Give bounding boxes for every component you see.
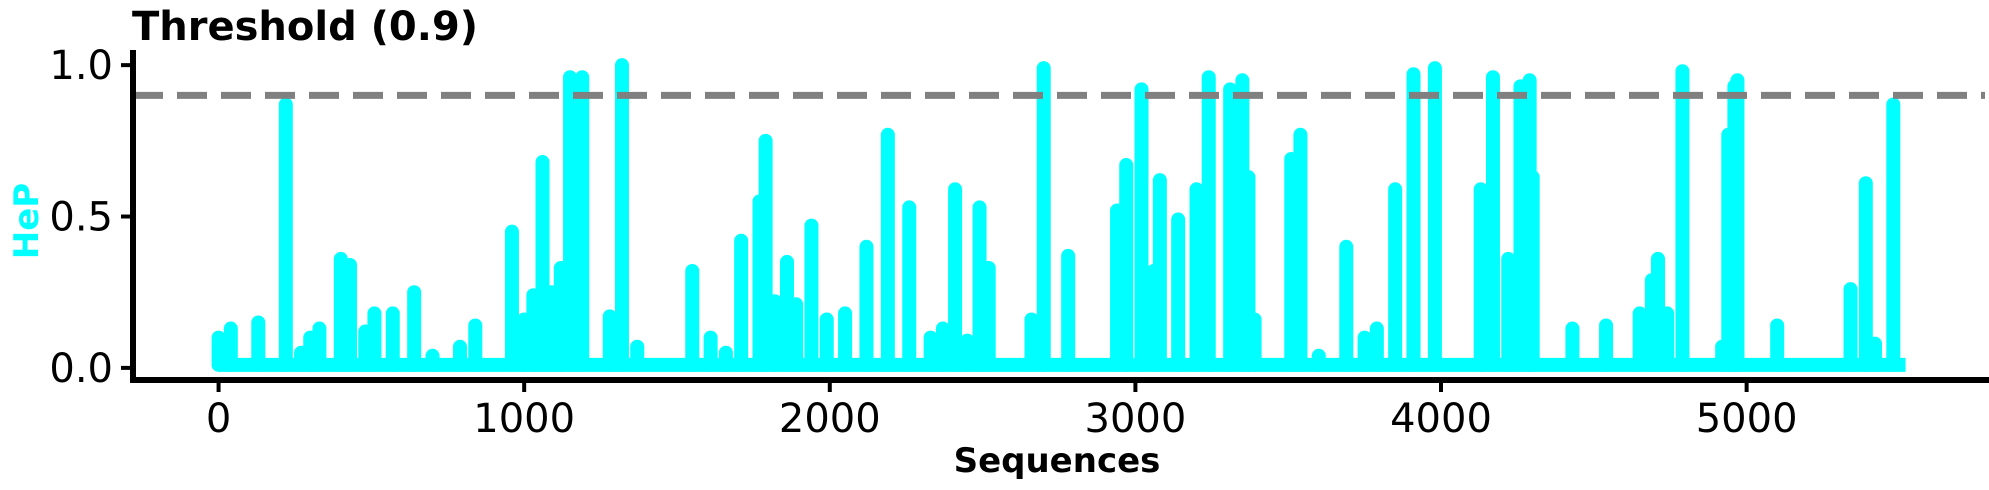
axes-layer: 0 1000 2000 3000 4000 5000 0.0 0.5 1.0 (49, 43, 1989, 442)
chart-title: Threshold (0.9) (132, 4, 478, 50)
y-tick-label: 0.0 (49, 346, 113, 392)
x-tick-label: 4000 (1390, 396, 1492, 442)
x-tick-label: 3000 (1085, 396, 1187, 442)
x-tick-label: 5000 (1696, 396, 1798, 442)
bars-layer (211, 58, 1906, 372)
x-tick-label: 0 (206, 396, 231, 442)
y-tick-label: 1.0 (49, 43, 113, 89)
x-tick-label: 1000 (473, 396, 575, 442)
y-tick-label: 0.5 (49, 195, 113, 241)
x-tick-label: 2000 (779, 396, 881, 442)
x-axis-label: Sequences (954, 441, 1161, 481)
y-axis-label: HeP (7, 183, 47, 259)
